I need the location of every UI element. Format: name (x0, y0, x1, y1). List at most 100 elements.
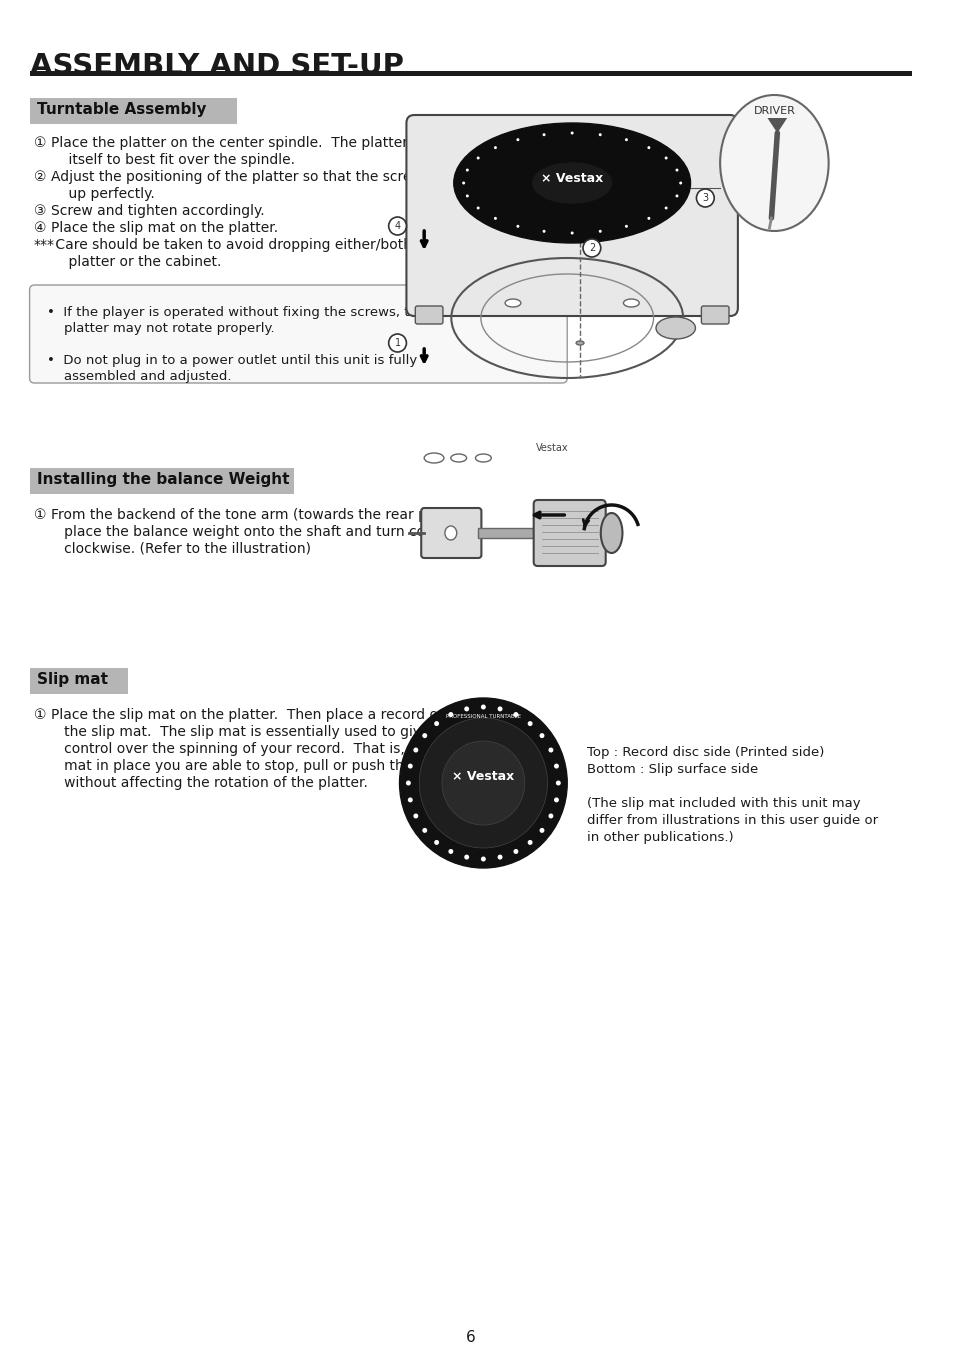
Text: 3: 3 (701, 193, 708, 203)
FancyBboxPatch shape (700, 305, 728, 324)
Bar (30, 467, 294, 494)
Ellipse shape (647, 218, 650, 220)
Circle shape (448, 848, 453, 854)
Ellipse shape (476, 207, 479, 209)
Text: in other publications.): in other publications.) (586, 831, 733, 844)
Circle shape (388, 218, 406, 235)
Text: Place the slip mat on the platter.: Place the slip mat on the platter. (51, 222, 278, 235)
Text: the slip mat.  The slip mat is essentially used to give you better: the slip mat. The slip mat is essentiall… (51, 725, 506, 739)
Text: place the balance weight onto the shaft and turn counter: place the balance weight onto the shaft … (51, 526, 462, 539)
Bar (30, 667, 128, 694)
Bar (30, 72, 910, 76)
Circle shape (464, 707, 469, 712)
Ellipse shape (576, 340, 583, 345)
Circle shape (556, 781, 560, 785)
Text: ①: ① (33, 136, 46, 150)
Ellipse shape (598, 134, 601, 136)
Circle shape (554, 763, 558, 769)
Text: differ from illustrations in this user guide or: differ from illustrations in this user g… (586, 815, 877, 827)
Text: platter may not rotate properly.: platter may not rotate properly. (48, 322, 274, 335)
Ellipse shape (444, 526, 456, 540)
Polygon shape (766, 118, 786, 132)
Text: DRIVER: DRIVER (753, 105, 795, 116)
FancyBboxPatch shape (406, 115, 737, 316)
Ellipse shape (624, 224, 627, 228)
Ellipse shape (570, 131, 573, 135)
Ellipse shape (542, 134, 545, 136)
Text: 1: 1 (395, 338, 400, 349)
Ellipse shape (647, 146, 650, 149)
FancyBboxPatch shape (415, 305, 442, 324)
Text: Place the platter on the center spindle.  The platter will adjust: Place the platter on the center spindle.… (51, 136, 482, 150)
Text: ***: *** (33, 238, 54, 253)
Ellipse shape (624, 138, 627, 142)
Circle shape (480, 857, 485, 862)
Text: itself to best fit over the spindle.: itself to best fit over the spindle. (51, 153, 295, 168)
Circle shape (554, 797, 558, 802)
Ellipse shape (454, 123, 690, 243)
Text: 2: 2 (588, 243, 595, 253)
Circle shape (480, 704, 485, 709)
Ellipse shape (598, 230, 601, 232)
Bar (30, 99, 236, 124)
Ellipse shape (494, 218, 497, 220)
Circle shape (539, 828, 544, 832)
Text: •  If the player is operated without fixing the screws, the: • If the player is operated without fixi… (48, 305, 426, 319)
Circle shape (582, 239, 600, 257)
Ellipse shape (475, 454, 491, 462)
Text: ①: ① (33, 708, 46, 721)
Circle shape (434, 721, 438, 725)
Circle shape (413, 813, 417, 819)
Circle shape (407, 797, 413, 802)
Text: Turntable Assembly: Turntable Assembly (37, 101, 207, 118)
FancyBboxPatch shape (421, 508, 481, 558)
Circle shape (448, 712, 453, 717)
Text: without affecting the rotation of the platter.: without affecting the rotation of the pl… (51, 775, 368, 790)
Circle shape (513, 712, 517, 717)
Ellipse shape (465, 195, 468, 197)
Ellipse shape (504, 299, 520, 307)
Text: × Vestax: × Vestax (452, 770, 514, 784)
Text: Top : Record disc side (Printed side): Top : Record disc side (Printed side) (586, 746, 823, 759)
Text: Installing the balance Weight: Installing the balance Weight (37, 471, 290, 486)
Circle shape (696, 189, 714, 207)
Text: PROFESSIONAL TURNTABLE: PROFESSIONAL TURNTABLE (445, 713, 520, 719)
Text: Screw and tighten accordingly.: Screw and tighten accordingly. (51, 204, 265, 218)
Circle shape (527, 840, 532, 844)
Text: ③: ③ (33, 204, 46, 218)
Ellipse shape (656, 317, 695, 339)
Circle shape (539, 734, 544, 738)
Ellipse shape (451, 454, 466, 462)
Circle shape (548, 747, 553, 753)
Text: ④: ④ (33, 222, 46, 235)
Text: Place the slip mat on the platter.  Then place a record on top of: Place the slip mat on the platter. Then … (51, 708, 492, 721)
FancyBboxPatch shape (533, 500, 605, 566)
Ellipse shape (679, 181, 681, 185)
Circle shape (418, 717, 547, 848)
Text: ①: ① (33, 508, 46, 521)
Text: mat in place you are able to stop, pull or push the record: mat in place you are able to stop, pull … (51, 759, 461, 773)
Circle shape (497, 855, 502, 859)
Circle shape (422, 734, 427, 738)
Circle shape (399, 698, 567, 867)
Ellipse shape (570, 231, 573, 235)
Ellipse shape (516, 224, 518, 228)
Circle shape (407, 763, 413, 769)
Circle shape (434, 840, 438, 844)
Text: platter or the cabinet.: platter or the cabinet. (51, 255, 221, 269)
Text: (The slip mat included with this unit may: (The slip mat included with this unit ma… (586, 797, 860, 811)
Ellipse shape (720, 95, 828, 231)
Text: control over the spinning of your record.  That is, with the slip: control over the spinning of your record… (51, 742, 494, 757)
FancyBboxPatch shape (30, 285, 567, 382)
Circle shape (441, 740, 524, 825)
Text: ASSEMBLY AND SET-UP: ASSEMBLY AND SET-UP (30, 51, 403, 80)
Ellipse shape (664, 157, 667, 159)
Text: ②: ② (33, 170, 46, 184)
Text: up perfectly.: up perfectly. (51, 186, 155, 201)
Circle shape (406, 781, 411, 785)
Text: Vestax: Vestax (536, 443, 568, 453)
Ellipse shape (664, 207, 667, 209)
Text: Slip mat: Slip mat (37, 671, 109, 688)
Ellipse shape (465, 169, 468, 172)
Text: 4: 4 (395, 222, 400, 231)
